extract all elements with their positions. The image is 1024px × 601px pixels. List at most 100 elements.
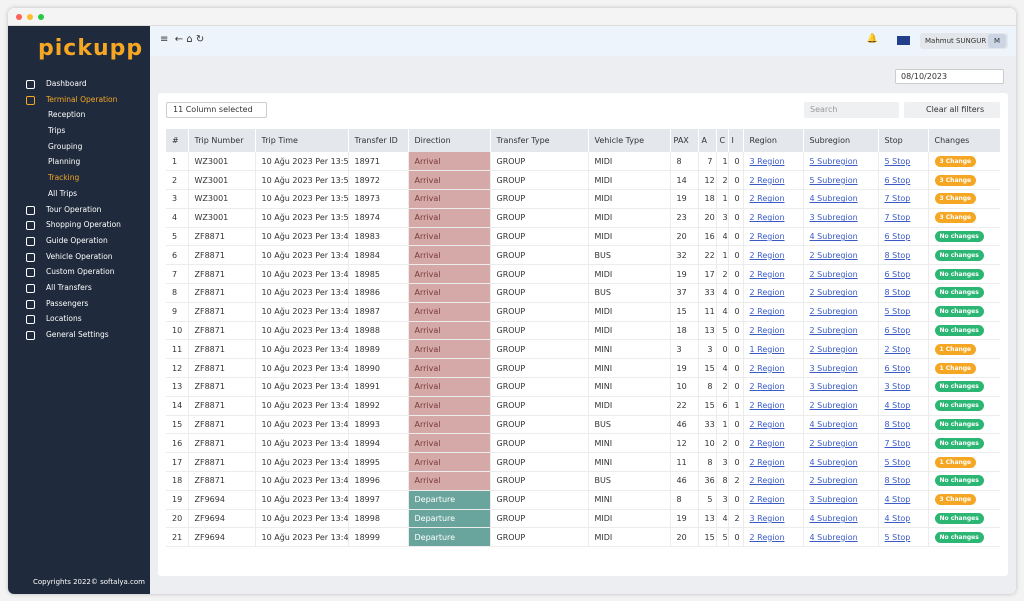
change-badge[interactable]: No changes <box>935 250 984 261</box>
submenu-item[interactable]: Trips <box>22 123 150 139</box>
column-header[interactable]: Transfer Type <box>490 129 588 152</box>
link[interactable]: 5 Stop <box>885 458 911 467</box>
column-header[interactable]: Direction <box>408 129 490 152</box>
change-badge[interactable]: 3 Change <box>935 494 977 505</box>
link[interactable]: 4 Subregion <box>810 514 858 523</box>
link[interactable]: 2 Subregion <box>810 270 858 279</box>
link[interactable]: 3 Region <box>750 514 785 523</box>
change-badge[interactable]: No changes <box>935 287 984 298</box>
search-input[interactable]: Search <box>804 102 899 118</box>
link[interactable]: 8 Stop <box>885 288 911 297</box>
link[interactable]: 5 Stop <box>885 157 911 166</box>
link[interactable]: 6 Stop <box>885 270 911 279</box>
column-header[interactable]: Changes <box>928 129 1000 152</box>
change-badge[interactable]: 3 Change <box>935 212 977 223</box>
change-badge[interactable]: No changes <box>935 269 984 280</box>
change-badge[interactable]: 3 Change <box>935 193 977 204</box>
submenu-item[interactable]: Grouping <box>22 139 150 155</box>
link[interactable]: 4 Subregion <box>810 458 858 467</box>
menu-item[interactable]: Passengers <box>22 296 150 312</box>
submenu-item[interactable]: Reception <box>22 107 150 123</box>
link[interactable]: 2 Region <box>750 495 785 504</box>
link[interactable]: 2 Region <box>750 251 785 260</box>
link[interactable]: 6 Stop <box>885 176 911 185</box>
clear-filters[interactable]: Clear all filters <box>904 102 1000 118</box>
link[interactable]: 2 Region <box>750 533 785 542</box>
link[interactable]: 6 Stop <box>885 232 911 241</box>
change-badge[interactable]: No changes <box>935 475 984 486</box>
link[interactable]: 2 Subregion <box>810 307 858 316</box>
link[interactable]: 3 Stop <box>885 382 911 391</box>
link[interactable]: 8 Stop <box>885 420 911 429</box>
link[interactable]: 7 Stop <box>885 439 911 448</box>
change-badge[interactable]: 1 Change <box>935 363 977 374</box>
menu-item[interactable]: Terminal Operation <box>22 92 150 108</box>
link[interactable]: 4 Stop <box>885 401 911 410</box>
link[interactable]: 3 Subregion <box>810 382 858 391</box>
link[interactable]: 6 Stop <box>885 364 911 373</box>
link[interactable]: 2 Subregion <box>810 439 858 448</box>
link[interactable]: 4 Subregion <box>810 533 858 542</box>
link[interactable]: 1 Region <box>750 345 785 354</box>
menu-item[interactable]: Dashboard <box>22 76 150 92</box>
column-header[interactable]: A <box>698 129 716 152</box>
change-badge[interactable]: No changes <box>935 532 984 543</box>
change-badge[interactable]: No changes <box>935 231 984 242</box>
change-badge[interactable]: No changes <box>935 419 984 430</box>
submenu-item[interactable]: All Trips <box>22 186 150 202</box>
link[interactable]: 2 Region <box>750 176 785 185</box>
change-badge[interactable]: 3 Change <box>935 175 977 186</box>
link[interactable]: 5 Stop <box>885 533 911 542</box>
link[interactable]: 2 Region <box>750 194 785 203</box>
link[interactable]: 3 Subregion <box>810 213 858 222</box>
link[interactable]: 4 Stop <box>885 514 911 523</box>
column-select[interactable]: 11 Column selected <box>166 102 267 118</box>
link[interactable]: 2 Region <box>750 476 785 485</box>
column-header[interactable]: Subregion <box>803 129 878 152</box>
menu-item[interactable]: Custom Operation <box>22 264 150 280</box>
link[interactable]: 7 Stop <box>885 194 911 203</box>
menu-item[interactable]: Locations <box>22 311 150 327</box>
menu-item[interactable]: Tour Operation <box>22 202 150 218</box>
change-badge[interactable]: 1 Change <box>935 344 977 355</box>
menu-item[interactable]: Shopping Operation <box>22 217 150 233</box>
date-input[interactable]: 08/10/2023 <box>895 69 1004 84</box>
link[interactable]: 2 Region <box>750 213 785 222</box>
link[interactable]: 2 Subregion <box>810 326 858 335</box>
change-badge[interactable]: No changes <box>935 438 984 449</box>
change-badge[interactable]: 1 Change <box>935 457 977 468</box>
column-header[interactable]: C <box>716 129 728 152</box>
column-header[interactable]: Stop <box>878 129 928 152</box>
link[interactable]: 2 Subregion <box>810 288 858 297</box>
submenu-item[interactable]: Tracking <box>22 170 150 186</box>
change-badge[interactable]: No changes <box>935 381 984 392</box>
column-header[interactable]: Trip Time <box>255 129 348 152</box>
change-badge[interactable]: No changes <box>935 513 984 524</box>
change-badge[interactable]: No changes <box>935 325 984 336</box>
column-header[interactable]: I <box>728 129 743 152</box>
link[interactable]: 2 Subregion <box>810 476 858 485</box>
link[interactable]: 3 Subregion <box>810 364 858 373</box>
link[interactable]: 2 Region <box>750 382 785 391</box>
link[interactable]: 2 Region <box>750 288 785 297</box>
link[interactable]: 2 Region <box>750 307 785 316</box>
change-badge[interactable]: No changes <box>935 400 984 411</box>
link[interactable]: 2 Region <box>750 270 785 279</box>
link[interactable]: 4 Stop <box>885 495 911 504</box>
submenu-item[interactable]: Planning <box>22 154 150 170</box>
column-header[interactable]: Trip Number <box>188 129 255 152</box>
link[interactable]: 8 Stop <box>885 251 911 260</box>
link[interactable]: 5 Stop <box>885 307 911 316</box>
link[interactable]: 2 Subregion <box>810 401 858 410</box>
column-header[interactable]: # <box>166 129 188 152</box>
change-badge[interactable]: 3 Change <box>935 156 977 167</box>
link[interactable]: 8 Stop <box>885 476 911 485</box>
menu-item[interactable]: All Transfers <box>22 280 150 296</box>
flag[interactable] <box>897 36 910 45</box>
link[interactable]: 2 Region <box>750 458 785 467</box>
link[interactable]: 2 Subregion <box>810 251 858 260</box>
link[interactable]: 2 Region <box>750 439 785 448</box>
link[interactable]: 5 Subregion <box>810 176 858 185</box>
column-header[interactable]: Vehicle Type <box>588 129 670 152</box>
menu-button[interactable]: ≡ ← ⌂ ↻ <box>160 34 204 45</box>
